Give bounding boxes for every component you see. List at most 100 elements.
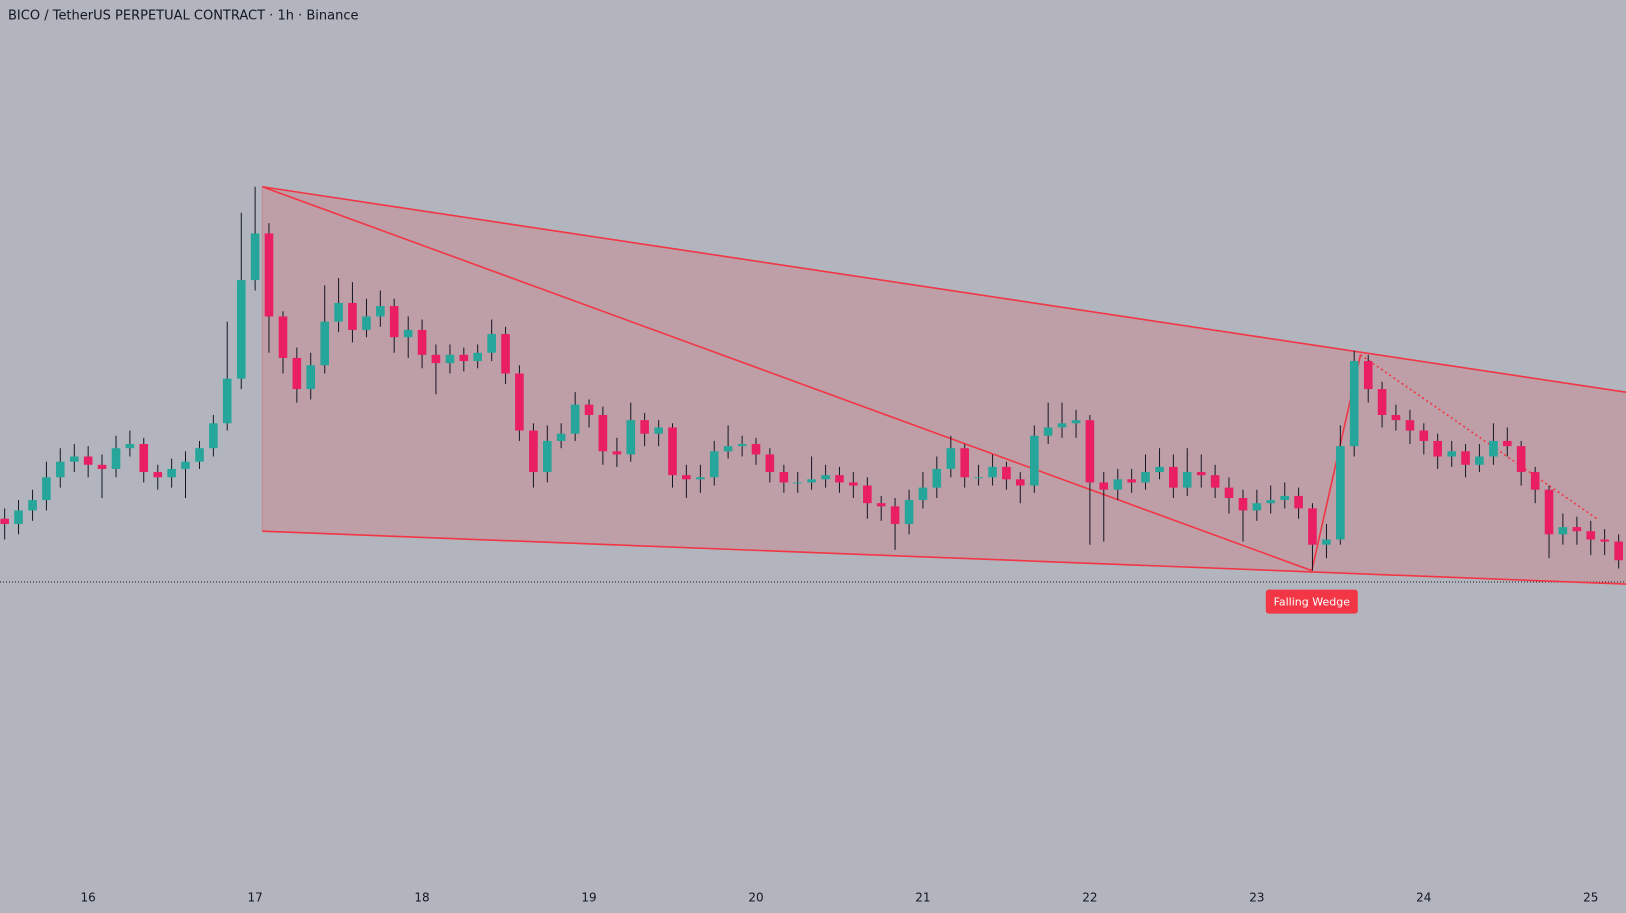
candle-body <box>918 487 928 501</box>
candle-body <box>14 510 23 524</box>
candle-body <box>125 444 135 449</box>
candle-body <box>209 423 218 449</box>
candle-body <box>682 475 691 480</box>
candle-body <box>473 352 482 362</box>
candle-body <box>542 440 552 473</box>
candle-body <box>1266 500 1276 504</box>
candle-body <box>821 475 830 480</box>
wedge-lower-line <box>262 530 1626 585</box>
candle-body <box>960 448 969 478</box>
x-tick-label: 24 <box>1416 891 1431 905</box>
x-tick-label: 17 <box>247 891 262 905</box>
candle-body <box>668 427 677 476</box>
candle-body <box>654 427 663 434</box>
x-tick-label: 16 <box>81 891 96 905</box>
candle-body <box>1475 456 1484 465</box>
candle-body <box>306 365 316 390</box>
candle-body <box>1502 440 1512 447</box>
candle-body <box>1433 440 1442 457</box>
candle-body <box>584 404 594 415</box>
candle-body <box>1308 508 1317 545</box>
candle-body <box>515 373 524 431</box>
candle-body <box>1516 446 1526 473</box>
candle-body <box>1294 495 1303 509</box>
candle-body <box>1169 466 1178 488</box>
candle-body <box>1322 539 1331 545</box>
candle-body <box>1586 531 1596 540</box>
candle-body <box>793 482 803 484</box>
candle-body <box>1349 361 1359 447</box>
candle-body <box>737 444 747 447</box>
candle-body <box>264 233 274 317</box>
candle-body <box>1238 498 1248 511</box>
candle-body <box>1071 420 1081 424</box>
candle-body <box>403 329 413 338</box>
candle-body <box>1196 472 1206 476</box>
candle-body <box>292 357 302 390</box>
candle-body <box>139 444 149 473</box>
x-tick-label: 19 <box>581 891 596 905</box>
candle-body <box>42 477 51 501</box>
x-tick-label: 23 <box>1249 891 1264 905</box>
candle-body <box>70 456 79 462</box>
candle-body <box>376 306 385 317</box>
wedge-upper-line <box>262 185 1626 393</box>
candle-body <box>487 334 496 353</box>
candle-body <box>1043 427 1053 436</box>
wedge-diagonal <box>262 185 1313 572</box>
candle-body <box>222 378 232 424</box>
time-axis: 16 17 18 19 20 21 22 23 24 25 <box>81 891 1599 905</box>
candle-layer <box>0 186 1623 571</box>
candle-body <box>389 306 399 338</box>
candle-body <box>1252 503 1262 511</box>
candle-body <box>1210 475 1220 488</box>
candle-body <box>890 506 900 524</box>
candle-body <box>974 477 983 479</box>
candle-body <box>779 472 789 483</box>
candle-body <box>556 433 566 441</box>
candle-body <box>1419 430 1429 441</box>
candle-body <box>445 354 455 364</box>
candle-body <box>1141 472 1150 483</box>
candle-body <box>529 430 538 473</box>
candle-body <box>1113 479 1123 490</box>
candle-body <box>83 456 93 465</box>
candle-body <box>696 477 705 480</box>
candle-body <box>167 468 176 478</box>
candle-body <box>1127 479 1136 483</box>
candle-body <box>863 485 872 504</box>
candle-body <box>1085 420 1095 483</box>
candle-body <box>1405 420 1415 431</box>
candle-body <box>153 472 163 478</box>
candle-body <box>1530 472 1540 490</box>
chart-title: BICO / TetherUS PERPETUAL CONTRACT · 1h … <box>8 9 358 24</box>
x-tick-label: 18 <box>414 891 429 905</box>
candle-body <box>1600 539 1609 542</box>
candle-body <box>334 302 343 322</box>
candle-body <box>1489 440 1498 457</box>
pattern-label: Falling Wedge <box>1274 596 1351 609</box>
candle-body <box>876 503 886 507</box>
candle-body <box>1057 423 1067 428</box>
candle-body <box>612 451 622 455</box>
candle-body <box>28 500 37 511</box>
candle-body <box>1224 487 1234 498</box>
candle-body <box>1155 466 1164 473</box>
candle-body <box>0 518 9 524</box>
candle-body <box>723 446 733 452</box>
candle-body <box>1447 451 1456 457</box>
candle-body <box>278 316 288 358</box>
candle-body <box>1182 472 1192 488</box>
candle-body <box>640 420 649 434</box>
candle-body <box>1280 495 1290 501</box>
candle-body <box>181 461 190 469</box>
pattern-label-box <box>1265 589 1358 614</box>
candle-body <box>932 468 942 488</box>
candle-body <box>1363 361 1373 390</box>
candle-body <box>1391 415 1401 421</box>
candle-body <box>320 321 330 366</box>
candle-body <box>751 444 761 455</box>
candle-body <box>1002 466 1011 480</box>
